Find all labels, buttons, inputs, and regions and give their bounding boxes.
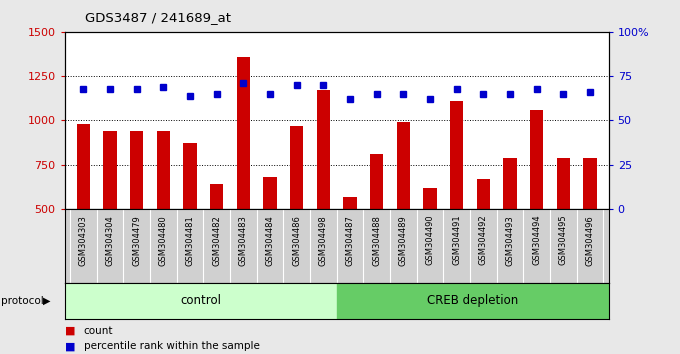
Text: GSM304494: GSM304494 xyxy=(532,215,541,266)
Text: CREB depletion: CREB depletion xyxy=(427,295,518,307)
Text: GSM304490: GSM304490 xyxy=(426,215,435,266)
Bar xyxy=(450,101,463,209)
Text: count: count xyxy=(84,326,113,336)
Bar xyxy=(184,143,197,209)
Text: ■: ■ xyxy=(65,341,75,351)
Text: GSM304482: GSM304482 xyxy=(212,215,221,266)
Text: control: control xyxy=(180,295,221,307)
Bar xyxy=(237,57,250,209)
Text: GSM304491: GSM304491 xyxy=(452,215,461,266)
Bar xyxy=(263,177,277,209)
Bar xyxy=(370,154,384,209)
Bar xyxy=(557,158,570,209)
Text: GSM304303: GSM304303 xyxy=(79,215,88,266)
Bar xyxy=(423,188,437,209)
Text: GSM304495: GSM304495 xyxy=(559,215,568,266)
Text: GSM304479: GSM304479 xyxy=(132,215,141,266)
Text: GSM304483: GSM304483 xyxy=(239,215,248,266)
Text: GSM304489: GSM304489 xyxy=(398,215,408,266)
Text: ■: ■ xyxy=(65,326,75,336)
Text: GSM304487: GSM304487 xyxy=(345,215,354,266)
Bar xyxy=(396,122,410,209)
Bar xyxy=(290,126,303,209)
Bar xyxy=(130,131,143,209)
Bar xyxy=(156,131,170,209)
Text: GSM304493: GSM304493 xyxy=(505,215,515,266)
Bar xyxy=(317,90,330,209)
Text: GDS3487 / 241689_at: GDS3487 / 241689_at xyxy=(85,11,231,24)
Text: GSM304484: GSM304484 xyxy=(265,215,275,266)
Text: GSM304480: GSM304480 xyxy=(158,215,168,266)
Bar xyxy=(337,283,609,319)
Bar xyxy=(530,110,543,209)
Bar xyxy=(77,124,90,209)
Text: GSM304496: GSM304496 xyxy=(585,215,594,266)
Bar xyxy=(583,158,596,209)
Text: protocol: protocol xyxy=(1,296,44,306)
Bar xyxy=(343,198,356,209)
Text: GSM304304: GSM304304 xyxy=(105,215,114,266)
Text: GSM304492: GSM304492 xyxy=(479,215,488,266)
Text: GSM304481: GSM304481 xyxy=(186,215,194,266)
Bar xyxy=(65,283,337,319)
Text: GSM304486: GSM304486 xyxy=(292,215,301,266)
Bar xyxy=(103,131,116,209)
Text: ▶: ▶ xyxy=(43,296,50,306)
Text: GSM304488: GSM304488 xyxy=(372,215,381,266)
Text: GSM304498: GSM304498 xyxy=(319,215,328,266)
Bar xyxy=(210,184,223,209)
Text: percentile rank within the sample: percentile rank within the sample xyxy=(84,341,260,351)
Bar xyxy=(477,179,490,209)
Bar xyxy=(503,158,517,209)
